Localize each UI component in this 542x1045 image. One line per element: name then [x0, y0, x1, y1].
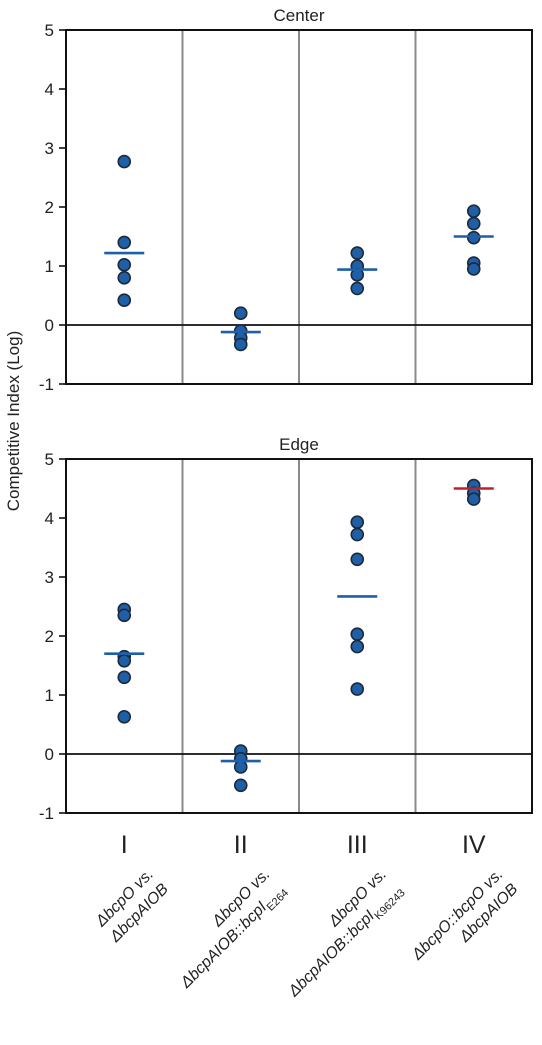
group-numeral: II: [234, 831, 248, 859]
data-point: [117, 608, 132, 623]
data-point: [466, 216, 481, 231]
data-point: [466, 492, 481, 506]
data-point: [350, 682, 365, 696]
strain-label: ΔbcpO vs.ΔbcpAIOB: [92, 866, 172, 946]
y-tick-label: 5: [45, 21, 54, 40]
data-point: [350, 639, 365, 654]
data-point: [117, 293, 132, 308]
y-tick-label: 1: [45, 686, 54, 705]
group-numeral: IV: [462, 831, 486, 859]
data-point: [350, 515, 365, 529]
y-tick-label: 3: [45, 139, 54, 158]
data-point: [350, 527, 365, 542]
data-point: [233, 306, 248, 321]
y-tick-label: 0: [45, 745, 54, 764]
y-tick-label: 2: [45, 198, 54, 217]
group-numerals: I II III IV: [121, 831, 486, 859]
data-point: [117, 270, 132, 285]
strain-label-subscript: E264: [265, 887, 292, 914]
group-labels: ΔbcpO vs.ΔbcpAIOB ΔbcpO vs.ΔbcpAIOB::bcpI…: [92, 866, 522, 1001]
panel-title: Edge: [279, 435, 319, 454]
data-point: [117, 710, 132, 724]
y-tick-label: 2: [45, 627, 54, 646]
data-point: [350, 627, 365, 642]
strain-label: ΔbcpO::bcpO vs.ΔbcpAIOB: [408, 866, 521, 964]
data-point: [117, 154, 132, 169]
data-point: [117, 235, 132, 250]
data-point: [233, 778, 248, 793]
data-point: [350, 246, 365, 260]
data-point: [233, 760, 248, 774]
group-numeral: I: [121, 831, 128, 859]
data-point: [350, 281, 365, 296]
y-tick-label: 5: [45, 450, 54, 469]
y-tick-label: 4: [45, 509, 54, 528]
y-tick-label: 0: [45, 316, 54, 335]
y-tick-label: -1: [39, 375, 54, 394]
data-point: [117, 670, 132, 685]
strain-label: ΔbcpO vs.ΔbcpAIOB::bcpIK96243: [285, 866, 408, 1001]
y-tick-label: 3: [45, 568, 54, 587]
y-axis-label: Competitive Index (Log): [4, 331, 23, 511]
group-numeral: III: [347, 831, 368, 859]
panel-center: Center -1 0 1 2 3 4 5: [39, 6, 533, 394]
strain-label-subscript: K96243: [372, 887, 407, 922]
data-point: [117, 653, 132, 668]
y-tick-label: 4: [45, 80, 54, 99]
data-point: [233, 337, 248, 352]
data-point: [466, 262, 481, 276]
strain-label: ΔbcpO vs.ΔbcpAIOB::bcpIE264: [177, 866, 292, 992]
panel-title: Center: [273, 6, 324, 25]
y-tick-label: 1: [45, 257, 54, 276]
data-point: [350, 552, 365, 567]
panel-edge: Edge -1 0 1 2 3 4 5: [39, 435, 533, 823]
data-point: [466, 204, 481, 218]
y-tick-label: -1: [39, 804, 54, 823]
data-point: [117, 258, 132, 272]
